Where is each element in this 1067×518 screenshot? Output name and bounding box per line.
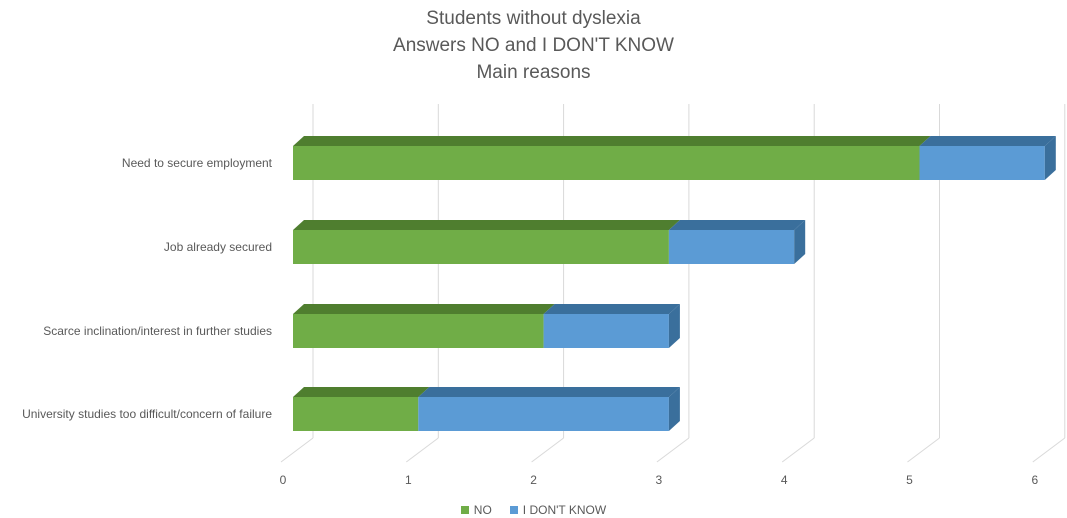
floor-line-0 [280, 437, 314, 463]
floor-line-6 [1032, 437, 1066, 463]
legend-label-no: NO [473, 503, 492, 517]
category-label: Job already secured [164, 240, 272, 254]
legend-swatch-dont-know [509, 506, 518, 514]
category-label: Scarce inclination/interest in further s… [43, 324, 272, 338]
legend-item-dont-know: I DON'T KNOW [509, 503, 607, 517]
x-tick-label: 4 [781, 473, 788, 487]
bar-side [1044, 136, 1056, 180]
floor-line-3 [656, 437, 690, 463]
legend: NO I DON'T KNOW [0, 503, 1067, 517]
x-tick-label: 5 [906, 473, 913, 487]
x-tick-label: 0 [280, 473, 287, 487]
bar-top-no [293, 387, 430, 397]
floor-line-2 [531, 437, 564, 463]
floor-line-4 [781, 437, 815, 463]
bar-no [293, 146, 920, 180]
bar-top-dont-know [543, 304, 680, 314]
bar-dont-know [668, 230, 795, 264]
x-tick-label: 3 [656, 473, 663, 487]
chart-title-line-3: Main reasons [476, 62, 591, 83]
bar-dont-know [543, 314, 669, 348]
bar-top-dont-know [919, 136, 1056, 146]
bar-no [293, 230, 669, 264]
x-tick-label: 2 [530, 473, 537, 487]
bar-top-dont-know [668, 220, 806, 230]
chart-title-line-2: Answers NO and I DON'T KNOW [393, 35, 674, 56]
floor-line-1 [405, 437, 439, 463]
bar-no [293, 314, 544, 348]
chart-title-line-1: Students without dyslexia [426, 8, 641, 29]
bar-side [668, 304, 680, 348]
bar-dont-know [919, 146, 1045, 180]
bar-dont-know [418, 397, 669, 431]
legend-label-dont-know: I DON'T KNOW [522, 503, 607, 517]
x-tick-label: 1 [405, 473, 412, 487]
legend-swatch-no [460, 506, 469, 514]
floor-line-5 [907, 437, 940, 463]
bar-top-dont-know [418, 387, 680, 397]
category-label: Need to secure employment [122, 156, 273, 170]
bar-side [794, 220, 806, 264]
x-tick-label: 6 [1031, 473, 1038, 487]
bar-no [293, 397, 419, 431]
bar-top-no [293, 220, 680, 230]
bar-top-no [293, 304, 555, 314]
legend-item-no: NO [460, 503, 492, 517]
category-label: University studies too difficult/concern… [22, 407, 272, 421]
bar-side [668, 387, 680, 431]
bar-top-no [293, 136, 931, 146]
